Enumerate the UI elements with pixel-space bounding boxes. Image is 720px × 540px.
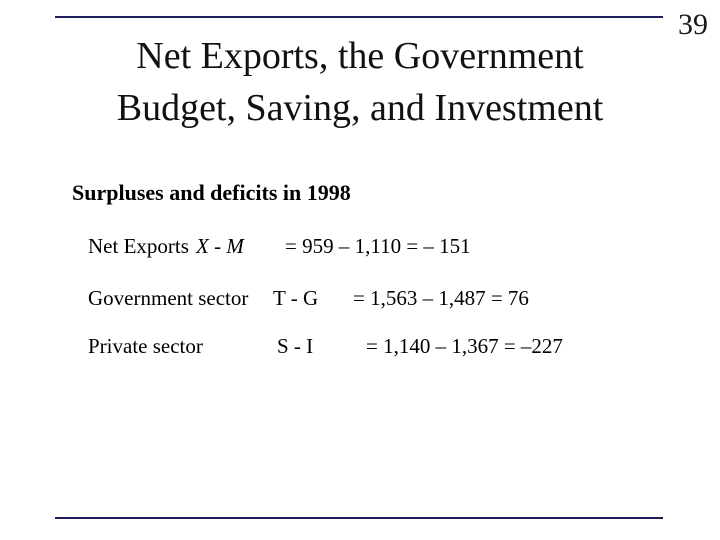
top-divider <box>55 16 663 18</box>
slide-title: Net Exports, the Government Budget, Savi… <box>40 30 680 134</box>
row-label: Private sector <box>88 334 203 358</box>
slide-number: 39 <box>678 8 708 41</box>
row-expression: T - G <box>273 286 319 310</box>
row-expression: X - M <box>196 234 244 258</box>
row-label: Net Exports <box>88 234 189 258</box>
slide-subtitle: Surpluses and deficits in 1998 <box>72 180 351 205</box>
row-equation: = 1,563 – 1,487 = 76 <box>353 286 529 310</box>
title-line-1: Net Exports, the Government <box>136 35 584 77</box>
row-expression: S - I <box>277 334 314 358</box>
row-equation: = 1,140 – 1,367 = –227 <box>366 334 563 358</box>
title-line-2: Budget, Saving, and Investment <box>116 87 604 129</box>
row-equation: = 959 – 1,110 = – 151 <box>285 234 471 258</box>
bottom-divider <box>55 517 663 519</box>
row-label: Government sector <box>88 286 249 310</box>
